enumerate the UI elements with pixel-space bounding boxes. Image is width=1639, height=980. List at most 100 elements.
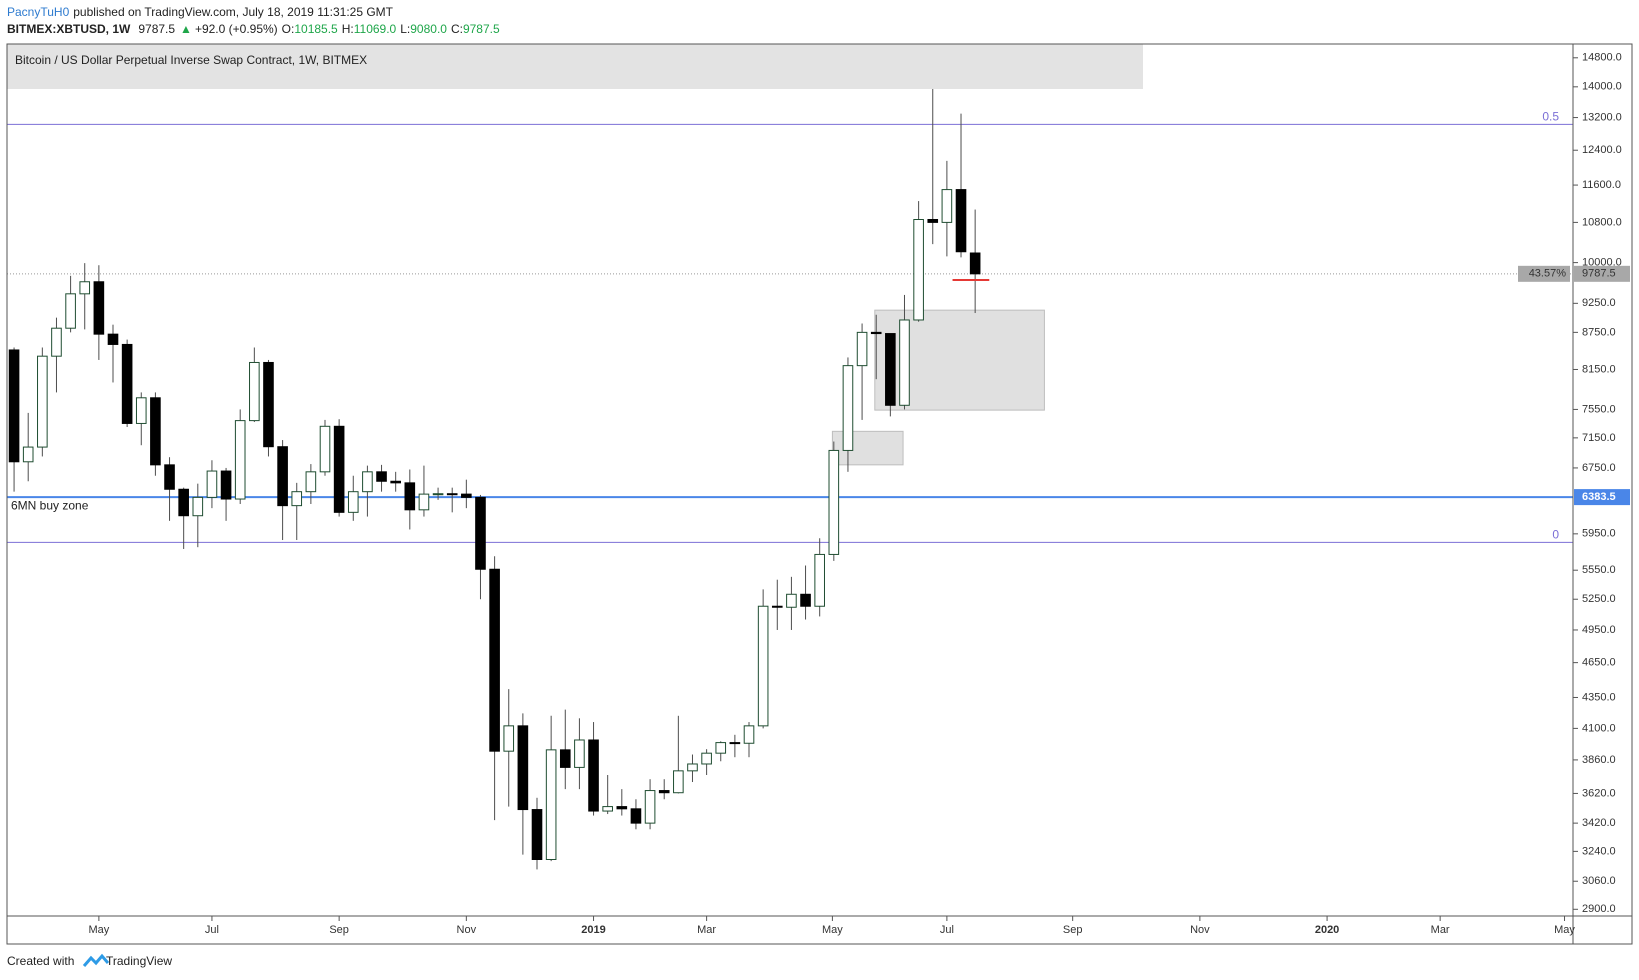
- candle-body: [22, 446, 34, 463]
- chart-title: Bitcoin / US Dollar Perpetual Inverse Sw…: [15, 53, 367, 67]
- candle-body: [432, 493, 444, 496]
- candle-body: [644, 790, 656, 824]
- candle-body: [771, 605, 783, 608]
- change: +92.0 (+0.95%): [195, 22, 278, 36]
- candle-body: [574, 739, 585, 768]
- title-box: [7, 44, 1143, 89]
- y-tick-label: 14000.0: [1582, 81, 1622, 93]
- x-tick-label: Nov: [1190, 924, 1210, 936]
- candle-body: [885, 333, 896, 406]
- y-tick-label: 9250.0: [1582, 297, 1616, 309]
- candle-body: [800, 593, 811, 607]
- y-tick-label: 3060.0: [1582, 875, 1616, 887]
- last-price-label: 9787.5: [1582, 268, 1616, 280]
- candle-body: [588, 739, 599, 812]
- y-tick-label: 8750.0: [1582, 326, 1616, 338]
- y-tick-label: 5950.0: [1582, 528, 1616, 540]
- candle-body: [446, 493, 458, 496]
- candle-body: [234, 420, 246, 500]
- x-tick-label: Mar: [697, 924, 716, 936]
- candle-body: [461, 493, 472, 498]
- candle-body: [333, 425, 345, 513]
- fib-label: 0.5: [1542, 110, 1559, 124]
- candle-body: [941, 189, 953, 223]
- candle-body: [828, 449, 840, 555]
- candle-body: [489, 568, 500, 752]
- y-tick-label: 3860.0: [1582, 754, 1616, 766]
- y-tick-label: 11600.0: [1582, 179, 1621, 191]
- x-tick-label: 2020: [1315, 924, 1339, 936]
- y-tick-label: 2900.0: [1582, 903, 1616, 915]
- y-tick-label: 5550.0: [1582, 564, 1616, 576]
- candle-body: [319, 425, 331, 473]
- candle-body: [658, 790, 670, 794]
- y-tick-label: 4100.0: [1582, 722, 1616, 734]
- candle-body: [376, 471, 387, 482]
- y-tick-label: 4950.0: [1582, 624, 1616, 636]
- h-value: 11069.0: [354, 22, 397, 36]
- candle-body: [701, 752, 712, 765]
- y-tick-label: 7550.0: [1582, 403, 1616, 415]
- y-tick-label: 8150.0: [1582, 363, 1616, 375]
- candle-body: [291, 491, 303, 507]
- price-tag-label: 6383.5: [1582, 491, 1616, 503]
- frame: [6, 43, 1633, 945]
- published: published on TradingView.com, July 18, 2…: [73, 5, 393, 19]
- candle-body: [107, 333, 119, 345]
- y-tick-label: 10800.0: [1582, 216, 1622, 228]
- candle-body: [220, 470, 232, 500]
- tv-logo: [82, 953, 110, 967]
- y-tick-label: 7150.0: [1582, 432, 1616, 444]
- candle-body: [263, 361, 274, 448]
- candle-body: [743, 725, 755, 744]
- candle-body: [305, 471, 317, 493]
- y-tick-label: 4650.0: [1582, 657, 1616, 669]
- candle-body: [121, 343, 133, 424]
- candle-body: [630, 808, 642, 824]
- candle-body: [65, 293, 76, 329]
- x-tick-label: 2019: [581, 924, 605, 936]
- symbol-line: BITMEX:XBTUSD, 1W 9787.5 ▲ +92.0 (+0.95%) O:…: [7, 22, 500, 36]
- candle-body: [687, 763, 698, 772]
- candle-body: [545, 749, 557, 861]
- y-tick-label: 3240.0: [1582, 845, 1616, 857]
- y-tick-label: 5250.0: [1582, 593, 1616, 605]
- candle-body: [786, 593, 797, 608]
- y-tick-label: 12400.0: [1582, 144, 1622, 156]
- axes: 14800.0 14000.0 13200.0 12400.0 11600.0 10800…: [88, 52, 1630, 936]
- last-price-tag: [1574, 265, 1630, 282]
- footer-brand[interactable]: TradingView: [106, 954, 172, 968]
- fib-label: 0: [1552, 528, 1559, 542]
- y-tick-label: 4350.0: [1582, 691, 1616, 703]
- candle-body: [150, 397, 161, 466]
- candle-body: [899, 319, 910, 406]
- x-tick-label: May: [822, 924, 843, 936]
- x-tick-label: Sep: [329, 924, 349, 936]
- x-tick-label: May: [88, 924, 109, 936]
- x-tick-label: Jul: [205, 924, 219, 936]
- author[interactable]: PacnyTuH0: [7, 5, 70, 19]
- candle-body: [51, 327, 62, 357]
- candle-body: [79, 281, 91, 295]
- footer-created: Created with: [7, 954, 74, 968]
- candle-body: [277, 446, 288, 507]
- l-value: 9080.0: [410, 22, 447, 36]
- candle-body: [715, 742, 727, 754]
- last: 9787.5: [138, 22, 175, 36]
- candle-body: [969, 252, 981, 275]
- candle-body: [913, 219, 924, 321]
- candle-body: [93, 281, 105, 335]
- x-tick-label: Mar: [1431, 924, 1450, 936]
- y-tick-label: 13200.0: [1582, 111, 1622, 123]
- candle-body: [404, 482, 416, 511]
- publish-line: PacnyTuH0 published on TradingView.com, J…: [7, 5, 394, 19]
- candle-body: [178, 488, 189, 517]
- candle-body: [192, 496, 204, 517]
- candle-body: [757, 605, 769, 727]
- plot-area: 6MN buy zone 0.5 0 43.57%: [7, 88, 1573, 870]
- h-label: H:: [342, 22, 354, 36]
- y-tick-label: 6750.0: [1582, 462, 1616, 474]
- candle-body: [164, 464, 175, 490]
- candle-body: [559, 749, 571, 768]
